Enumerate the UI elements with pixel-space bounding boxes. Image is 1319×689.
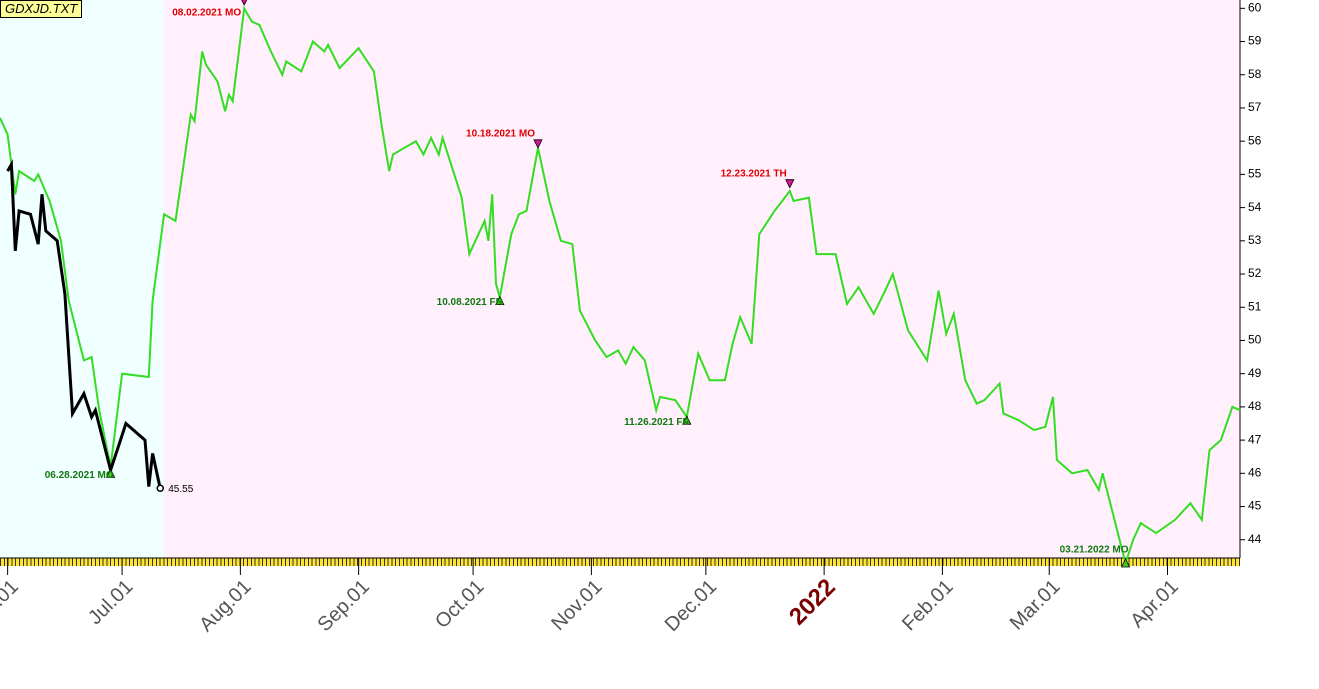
y-tick-label: 44	[1248, 532, 1262, 546]
x-tick-label: Sep.01	[314, 576, 374, 636]
chart-title: GDXJD.TXT	[0, 0, 83, 18]
y-tick-label: 53	[1248, 233, 1262, 247]
trough-marker	[495, 295, 505, 306]
y-tick-label: 50	[1248, 333, 1262, 347]
x-tick-label: 2022	[784, 574, 841, 631]
price-line	[6, 159, 162, 489]
background	[0, 0, 1241, 558]
y-tick-label: 45	[1248, 499, 1262, 513]
y-tick-label: 46	[1248, 465, 1262, 479]
peak-marker	[241, 0, 248, 6]
y-tick-label: 54	[1248, 200, 1262, 214]
y-tick-label: 56	[1248, 133, 1262, 147]
y-tick-label: 49	[1248, 366, 1262, 380]
y-tick-label: 47	[1248, 432, 1262, 446]
y-tick-label: 59	[1248, 34, 1262, 48]
shaded-region	[164, 0, 1241, 558]
trough-marker	[682, 415, 692, 425]
annotation-label: 03.21.2022 MO	[1060, 545, 1129, 556]
peak-marker	[533, 139, 543, 149]
x-tick-label: Feb.01	[898, 576, 958, 636]
y-tick-label: 57	[1248, 100, 1262, 114]
end-point	[156, 484, 164, 493]
annotation-label: 12.23.2021 TH	[721, 168, 787, 179]
y-tick-label: 60	[1248, 0, 1262, 14]
x-tick-label: Apr.01	[1126, 576, 1182, 632]
x-tick-label: Aug.01	[195, 576, 255, 636]
annotation-label: 08.02.2021 MO	[172, 8, 241, 19]
x-tick-label: Oct.01	[431, 576, 488, 633]
annotation-label: 10.18.2021 MO	[466, 128, 535, 139]
peak-marker	[785, 179, 795, 189]
trough-marker	[1120, 558, 1131, 568]
price-line	[0, 5, 1241, 567]
minor-ticks	[0, 558, 1240, 566]
x-tick-label: Jul.01	[84, 576, 137, 629]
y-tick-label: 48	[1248, 399, 1262, 413]
annotation-label: 11.26.2021 FR	[624, 417, 690, 428]
x-tick-label: Mar.01	[1006, 576, 1065, 635]
annotation-label: 10.08.2021 FR	[437, 297, 504, 308]
end-label: 45.55	[168, 484, 193, 495]
y-tick-label: 55	[1248, 167, 1262, 181]
y-tick-label: 58	[1248, 67, 1262, 81]
x-tick-label: Nov.01	[547, 576, 606, 635]
shaded-region	[0, 0, 165, 558]
y-tick-label: 51	[1248, 299, 1262, 313]
x-tick-label: Jun.01	[0, 576, 23, 634]
y-tick-label: 52	[1248, 266, 1262, 280]
trough-marker	[105, 468, 116, 478]
x-tick-label: Dec.01	[661, 576, 721, 636]
annotation-label: 06.28.2021 MO	[45, 470, 114, 481]
